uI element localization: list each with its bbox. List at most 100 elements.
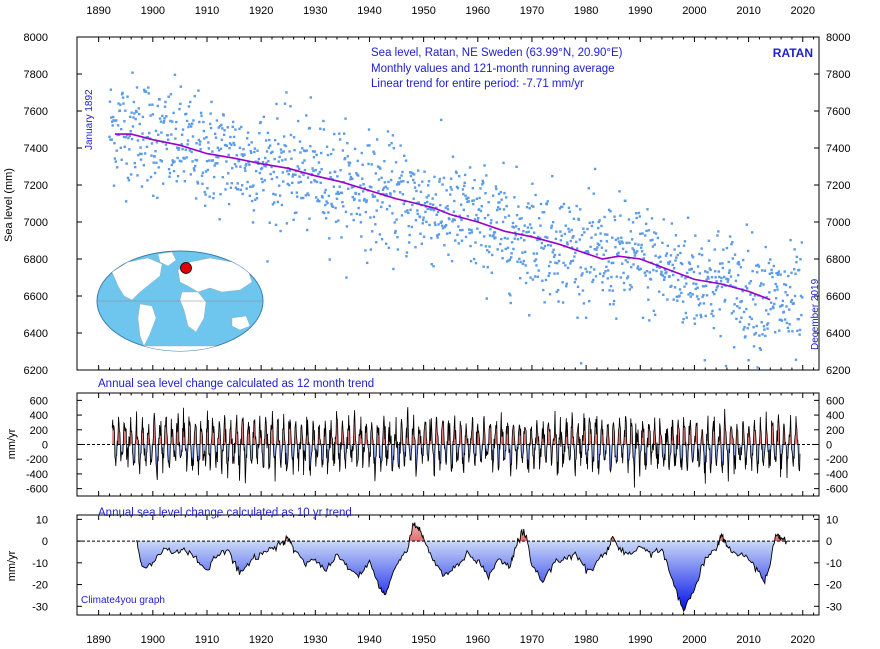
monthly-point	[604, 269, 607, 273]
monthly-point	[136, 174, 139, 177]
monthly-point	[652, 268, 655, 272]
monthly-point	[261, 160, 265, 164]
monthly-point	[230, 182, 234, 185]
monthly-point	[240, 125, 243, 129]
monthly-point	[524, 281, 528, 285]
monthly-point	[602, 253, 605, 256]
monthly-point	[384, 242, 388, 245]
monthly-point	[723, 298, 727, 302]
twelve-month-trend-area	[111, 407, 801, 488]
monthly-point	[226, 126, 229, 129]
monthly-point	[435, 213, 438, 216]
monthly-point	[800, 313, 803, 317]
monthly-point	[301, 161, 304, 164]
monthly-point	[491, 253, 494, 257]
top-year-axis: 1890 1900 1910 1920 1930 1940 1950 1960 1970 1980…	[86, 5, 815, 615]
monthly-point	[585, 249, 588, 253]
monthly-point	[546, 236, 549, 239]
monthly-point	[412, 197, 415, 200]
monthly-point	[247, 143, 251, 147]
monthly-point	[530, 204, 534, 208]
monthly-point	[270, 177, 274, 181]
monthly-point	[556, 288, 560, 292]
monthly-point	[419, 190, 423, 194]
monthly-point	[751, 231, 754, 234]
monthly-point	[504, 247, 507, 251]
monthly-point	[375, 241, 378, 244]
monthly-point	[515, 165, 518, 169]
monthly-point	[204, 170, 208, 173]
monthly-point	[588, 299, 591, 303]
monthly-point	[133, 112, 136, 115]
monthly-point	[167, 167, 171, 171]
monthly-point	[785, 305, 788, 308]
monthly-point	[186, 139, 190, 142]
monthly-point	[187, 105, 191, 108]
monthly-point	[565, 285, 568, 288]
monthly-point	[643, 271, 646, 274]
monthly-point	[455, 185, 459, 189]
monthly-point	[494, 185, 498, 188]
monthly-point	[559, 230, 562, 233]
monthly-point	[445, 232, 449, 235]
monthly-point	[299, 151, 302, 154]
monthly-point	[537, 235, 540, 239]
monthly-point	[196, 180, 199, 184]
monthly-point	[729, 275, 733, 278]
monthly-point	[335, 192, 338, 195]
monthly-point	[573, 281, 577, 284]
monthly-point	[703, 359, 707, 362]
monthly-point	[233, 143, 236, 147]
monthly-point	[710, 312, 713, 315]
monthly-point	[426, 184, 430, 187]
monthly-point	[391, 212, 394, 215]
monthly-point	[562, 202, 566, 206]
monthly-point	[393, 221, 396, 224]
monthly-point	[124, 109, 127, 112]
monthly-point	[701, 285, 705, 288]
monthly-point	[500, 249, 504, 252]
monthly-point	[512, 226, 516, 229]
monthly-point	[303, 168, 307, 172]
monthly-point	[319, 151, 323, 155]
monthly-point	[570, 260, 573, 263]
monthly-point	[367, 128, 371, 131]
monthly-point	[551, 251, 554, 254]
monthly-point	[745, 223, 748, 226]
monthly-point	[514, 233, 517, 237]
monthly-point	[268, 221, 271, 224]
monthly-point	[166, 134, 169, 137]
monthly-point	[449, 193, 452, 196]
monthly-point	[422, 216, 425, 219]
monthly-point	[480, 205, 484, 208]
bottom-x-tick-label: 1900	[141, 634, 165, 646]
monthly-point	[392, 146, 396, 150]
monthly-point	[730, 242, 733, 246]
monthly-point	[249, 150, 252, 153]
monthly-point	[281, 159, 284, 162]
left-y-tick-label: -10	[32, 558, 48, 570]
monthly-point	[753, 333, 756, 336]
monthly-point	[163, 105, 167, 108]
monthly-point	[681, 321, 684, 324]
monthly-point	[359, 184, 362, 187]
monthly-point	[321, 196, 324, 199]
monthly-point	[374, 223, 377, 226]
monthly-point	[220, 138, 224, 142]
monthly-point	[279, 148, 283, 151]
monthly-point	[720, 285, 724, 289]
monthly-point	[144, 90, 148, 93]
monthly-point	[135, 110, 138, 114]
monthly-point	[592, 192, 595, 195]
monthly-point	[412, 178, 415, 182]
monthly-point	[255, 192, 258, 195]
monthly-point	[228, 146, 231, 150]
monthly-point	[609, 285, 613, 288]
monthly-point	[521, 262, 525, 266]
monthly-point	[354, 192, 358, 195]
monthly-point	[504, 216, 507, 219]
monthly-point	[276, 117, 279, 120]
left-y-tick-label: -400	[26, 469, 48, 481]
monthly-point	[402, 202, 405, 206]
monthly-point	[162, 121, 165, 124]
